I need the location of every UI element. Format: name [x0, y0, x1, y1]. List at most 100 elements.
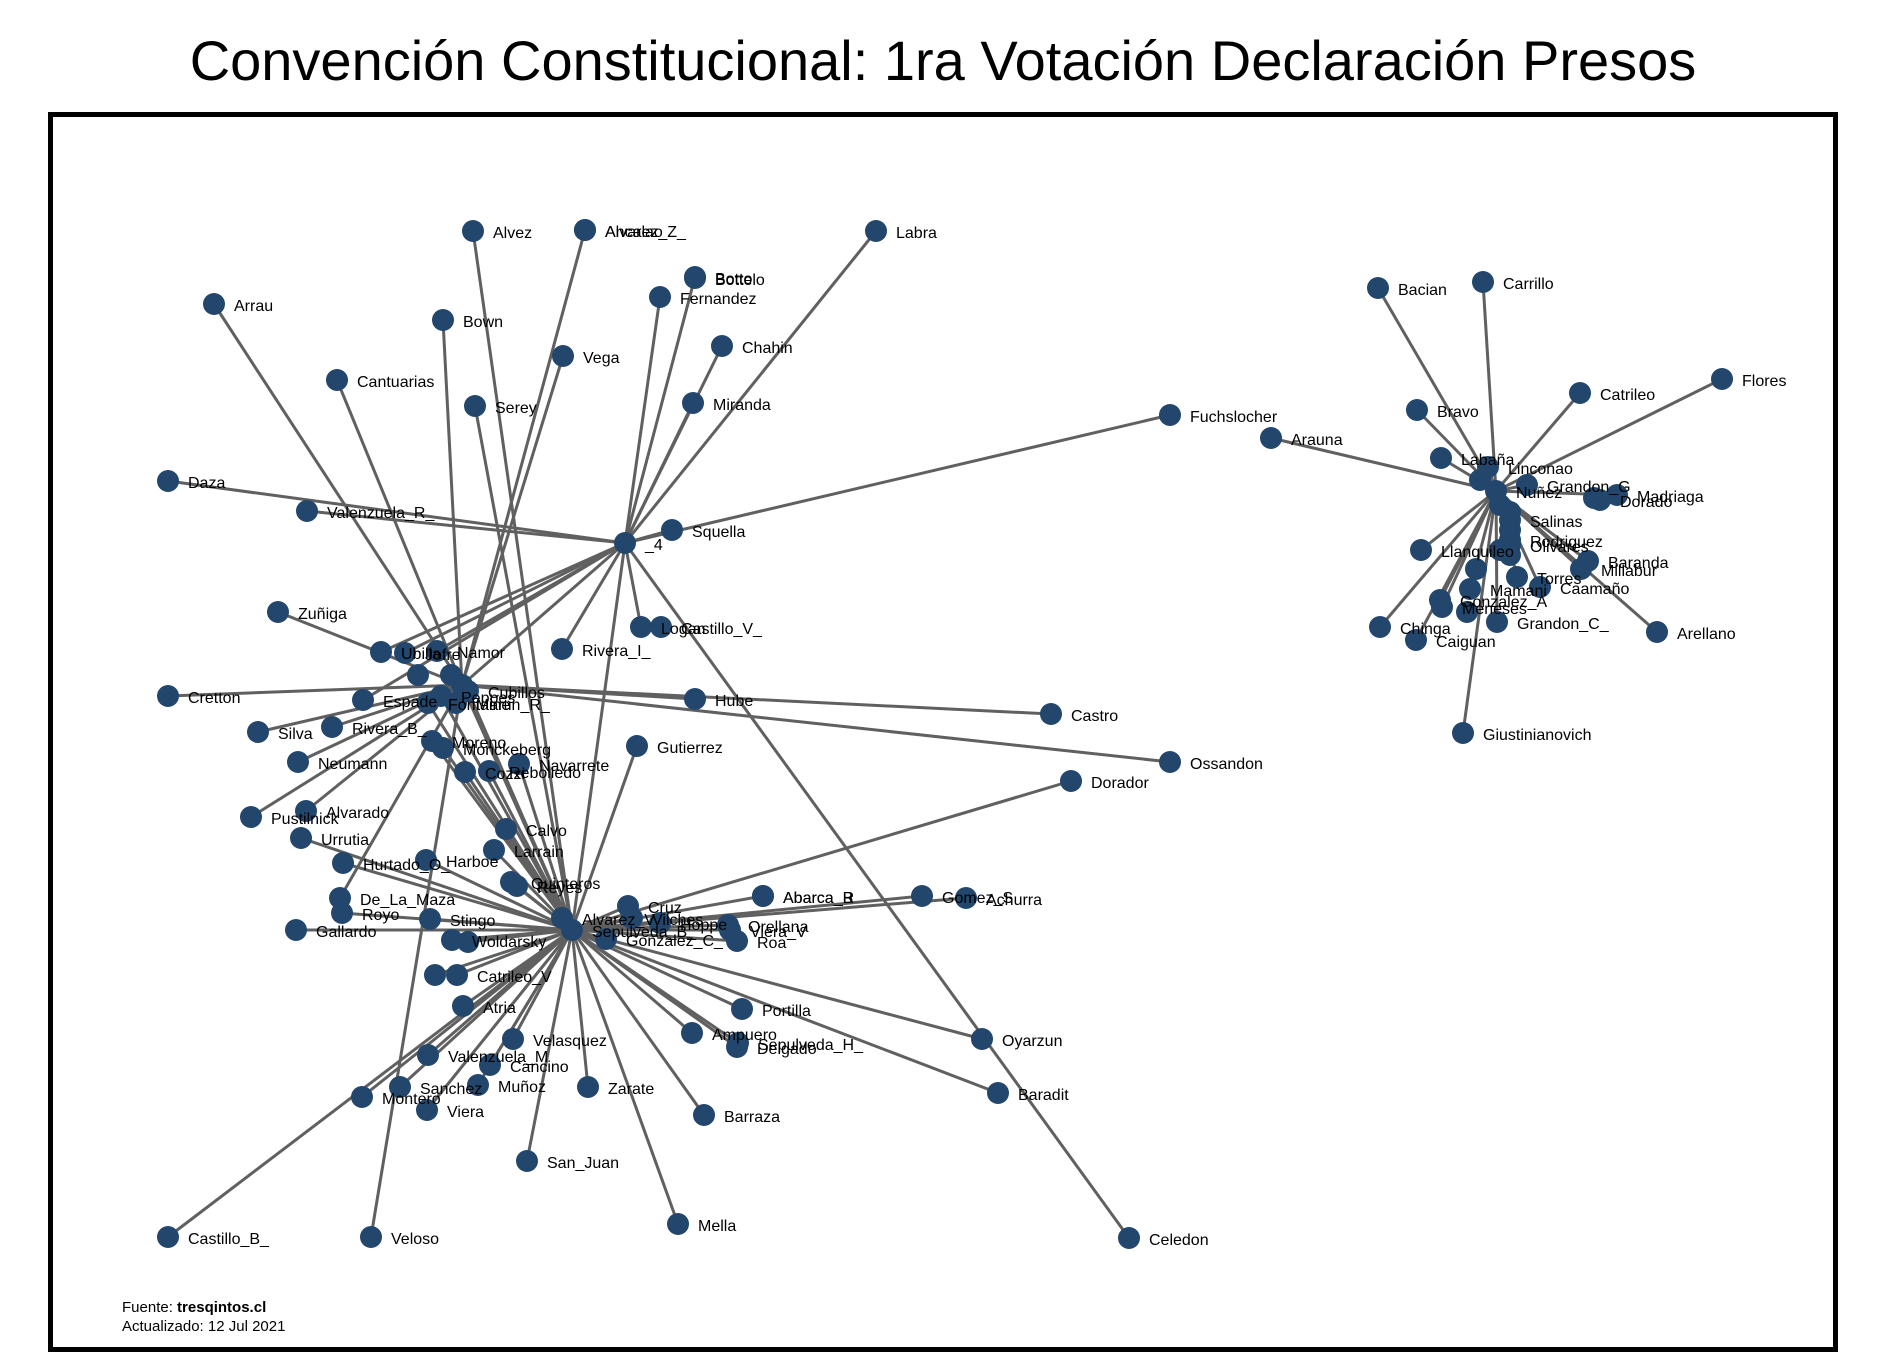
- node-Castillo_B_[interactable]: [157, 1226, 179, 1248]
- node-Martin_R_[interactable]: [445, 692, 467, 714]
- node-Urrutia[interactable]: [290, 827, 312, 849]
- node-Labaña[interactable]: [1430, 447, 1452, 469]
- node-Torres[interactable]: [1506, 566, 1528, 588]
- node-Galleguillos[interactable]: [1465, 558, 1487, 580]
- node-Grandon_G[interactable]: [1516, 474, 1538, 496]
- node-Serey[interactable]: [464, 395, 486, 417]
- node-San_Juan[interactable]: [516, 1150, 538, 1172]
- node-Fuchslocher[interactable]: [1159, 404, 1181, 426]
- node-Dorador[interactable]: [1060, 770, 1082, 792]
- node-Zarate[interactable]: [577, 1076, 599, 1098]
- node-_4[interactable]: [614, 532, 636, 554]
- node-Fontaine[interactable]: [417, 692, 439, 714]
- node-Roa[interactable]: [726, 930, 748, 952]
- node-Meneses[interactable]: [1431, 596, 1453, 618]
- node-Gomez_S[interactable]: [911, 885, 933, 907]
- node-Gonzalez_C_[interactable]: [595, 928, 617, 950]
- node-Carrillo[interactable]: [1472, 271, 1494, 293]
- node-Castillo_V_[interactable]: [650, 616, 672, 638]
- node-Llanquileo[interactable]: [1410, 539, 1432, 561]
- node-Miranda[interactable]: [682, 392, 704, 414]
- node-Fernandez[interactable]: [649, 286, 671, 308]
- node-Cantuarias[interactable]: [326, 369, 348, 391]
- node-Neumann[interactable]: [287, 751, 309, 773]
- node-Logan[interactable]: [630, 616, 652, 638]
- node-Pustilnick[interactable]: [240, 806, 262, 828]
- node-Arrau[interactable]: [203, 293, 225, 315]
- node-Vega[interactable]: [552, 345, 574, 367]
- node-Bacian[interactable]: [1367, 277, 1389, 299]
- node-Caiguan_V[interactable]: [424, 964, 446, 986]
- node-Arellano[interactable]: [1646, 621, 1668, 643]
- node-Rebolledo[interactable]: [478, 760, 500, 782]
- node-Woldarsky[interactable]: [441, 929, 463, 951]
- node-Achurra[interactable]: [955, 887, 977, 909]
- node-Catrileo_V[interactable]: [446, 964, 468, 986]
- node-Larrain[interactable]: [483, 839, 505, 861]
- node-Chinga[interactable]: [1369, 616, 1391, 638]
- node-Bravo[interactable]: [1406, 399, 1428, 421]
- node-Giustinianovich[interactable]: [1452, 722, 1474, 744]
- node-Gallardo[interactable]: [285, 919, 307, 941]
- node-Madriaga[interactable]: [1606, 484, 1628, 506]
- node-Cancino[interactable]: [479, 1054, 501, 1076]
- node-Monckeberg[interactable]: [432, 737, 454, 759]
- node-Bown[interactable]: [432, 309, 454, 331]
- node-Cretton[interactable]: [157, 685, 179, 707]
- node-Calvo[interactable]: [495, 818, 517, 840]
- node-Valenzuela_R_[interactable]: [296, 500, 318, 522]
- node-Bravo_P[interactable]: [407, 664, 429, 686]
- node-Espade[interactable]: [352, 689, 374, 711]
- node-Alvarez_V[interactable]: [551, 907, 573, 929]
- node-Flores[interactable]: [1711, 368, 1733, 390]
- node-Yan_V[interactable]: [1456, 601, 1478, 623]
- node-Stingo[interactable]: [419, 908, 441, 930]
- node-Jofre[interactable]: [394, 642, 416, 664]
- node-Caiguan[interactable]: [1405, 629, 1427, 651]
- node-Grandon_C_[interactable]: [1486, 611, 1508, 633]
- node-Squella[interactable]: [661, 519, 683, 541]
- node-Delgado[interactable]: [726, 1036, 748, 1058]
- node-Millabur[interactable]: [1570, 558, 1592, 580]
- node-Alvez[interactable]: [462, 220, 484, 242]
- node-Videla[interactable]: [1489, 539, 1511, 561]
- node-Sanchez[interactable]: [389, 1076, 411, 1098]
- node-Silva[interactable]: [247, 721, 269, 743]
- node-Reyes[interactable]: [506, 875, 528, 897]
- node-Caamaño[interactable]: [1529, 576, 1551, 598]
- node-Abarca_R[interactable]: [752, 885, 774, 907]
- node-Vilches[interactable]: [621, 907, 643, 929]
- node-Baradit[interactable]: [987, 1082, 1009, 1104]
- node-Catrileo[interactable]: [1569, 382, 1591, 404]
- node-Ancalao[interactable]: [574, 219, 596, 241]
- node-Viera[interactable]: [416, 1099, 438, 1121]
- node-Alvarado[interactable]: [295, 800, 317, 822]
- node-Navarrete[interactable]: [508, 753, 530, 775]
- node-Montero[interactable]: [351, 1086, 373, 1108]
- node-Veloso[interactable]: [360, 1226, 382, 1248]
- node-Rivera_I_[interactable]: [551, 638, 573, 660]
- node-Valenzuela_M[interactable]: [417, 1044, 439, 1066]
- node-Bacian_V[interactable]: [457, 931, 479, 953]
- node-Rivera_B_[interactable]: [321, 716, 343, 738]
- node-Labra[interactable]: [865, 220, 887, 242]
- node-Ossandon[interactable]: [1159, 751, 1181, 773]
- node-Hurtado_O_[interactable]: [332, 852, 354, 874]
- node-Castro[interactable]: [1040, 703, 1062, 725]
- node-Oyarzun[interactable]: [971, 1028, 993, 1050]
- node-Chahin[interactable]: [711, 335, 733, 357]
- node-Urzua[interactable]: [440, 664, 462, 686]
- node-Mella[interactable]: [667, 1213, 689, 1235]
- node-Muñoz[interactable]: [467, 1074, 489, 1096]
- node-Hube[interactable]: [684, 688, 706, 710]
- node-Velasquez[interactable]: [502, 1028, 524, 1050]
- node-Cozzi[interactable]: [454, 761, 476, 783]
- node-Atria[interactable]: [452, 995, 474, 1017]
- node-Ampuero[interactable]: [681, 1022, 703, 1044]
- node-Mamani[interactable]: [1459, 578, 1481, 600]
- node-Barraza[interactable]: [693, 1104, 715, 1126]
- node-Dorado[interactable]: [1589, 489, 1611, 511]
- node-Daza[interactable]: [157, 470, 179, 492]
- node-Loncon[interactable]: [1469, 469, 1491, 491]
- node-Namor[interactable]: [426, 640, 448, 662]
